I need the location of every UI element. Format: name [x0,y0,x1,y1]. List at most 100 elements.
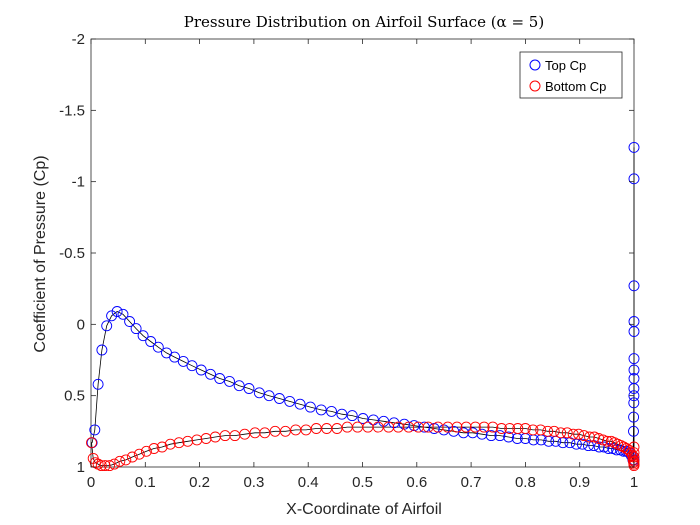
data-point [243,383,255,394]
x-tick-label: 0.5 [352,474,373,491]
plot-area [86,38,640,472]
data-point [182,435,194,447]
data-point [191,434,203,446]
data-point [126,451,138,463]
data-point [487,421,499,433]
data-point [561,427,573,439]
data-point [315,404,327,416]
data-point [576,438,588,450]
data-point [164,438,176,450]
data-point [628,447,640,459]
data-point [469,421,481,433]
data-point [200,433,212,444]
data-point [478,421,490,433]
data-point [137,330,149,342]
y-tick-label: -0.5 [59,245,85,262]
data-point [239,428,251,440]
data-point [570,438,582,450]
axis-ticks: 0 0.1 0.2 0.3 0.4 0.5 0.6 0.7 0.8 0.9 1 -2 -1.5 -1 -0.… [59,31,638,491]
legend-label-top: Top Cp [545,58,586,73]
data-point [628,173,640,185]
chart-title: Pressure Distribution on Airfoil Surface… [184,13,544,31]
data-point [451,421,463,433]
legend: Top Cp Bottom Cp [519,51,623,99]
x-tick-label: 1 [630,474,638,491]
data-point [578,430,590,442]
x-tick-label: 0.3 [243,474,264,491]
data-point [519,423,531,434]
axes-box [90,38,635,468]
data-point [357,413,369,424]
data-point [99,460,111,472]
data-point [573,428,585,440]
data-point [86,437,97,449]
data-point [485,430,497,442]
y-tick-label: -1.5 [59,102,85,119]
legend-marker-bottom [529,80,541,92]
data-point [535,424,547,436]
data-point [628,141,640,153]
data-point [460,421,472,433]
data-point [124,316,136,327]
surface-line [91,147,635,466]
data-point [120,454,132,466]
data-point [133,448,145,460]
data-point [233,380,245,392]
data-point [628,316,640,327]
data-point [527,424,539,436]
data-point [584,431,595,443]
data-point [628,458,640,470]
data-point [628,397,640,409]
data-point [628,353,640,365]
data-point [284,395,296,407]
x-tick-label: 0.7 [461,474,482,491]
data-point [336,408,348,420]
data-point [224,375,235,387]
legend-label-bottom: Bottom Cp [545,79,606,94]
x-tick-label: 0.8 [515,474,536,491]
data-point [173,437,185,449]
y-tick-label: 0 [77,316,85,333]
data-point [186,360,198,372]
data-point [555,427,567,439]
data-point [177,355,189,367]
data-point [156,441,168,453]
data-point [106,310,118,322]
x-tick-label: 0.9 [569,474,590,491]
data-point [593,441,605,453]
data-point [214,373,226,384]
data-point [273,393,285,404]
data-point [95,460,107,472]
data-point [408,420,420,432]
data-point [598,441,610,453]
data-point [326,405,337,417]
x-tick-label: 0 [87,474,95,491]
x-tick-label: 0.2 [189,474,210,491]
series-top-cp [86,141,640,466]
data-point [169,351,181,363]
data-point [476,428,488,440]
data-point [101,320,113,332]
data-point [130,323,142,335]
data-point [504,423,516,434]
data-point [496,423,507,434]
series-bottom-cp [86,421,640,472]
x-axis-label: X-Coordinate of Airfoil [286,501,442,518]
data-point [597,434,609,446]
data-point [111,306,123,317]
data-point [205,368,216,380]
data-point [628,441,640,453]
data-point [92,378,104,390]
legend-marker-top [529,59,541,71]
data-point [104,460,115,472]
data-point [152,341,164,353]
data-point [494,430,506,442]
data-point [628,425,639,437]
x-tick-label: 0.1 [135,474,156,491]
y-tick-label: 0.5 [64,388,85,405]
data-point [140,445,152,457]
data-point [628,390,640,402]
data-point [331,423,343,434]
data-point [346,410,358,422]
